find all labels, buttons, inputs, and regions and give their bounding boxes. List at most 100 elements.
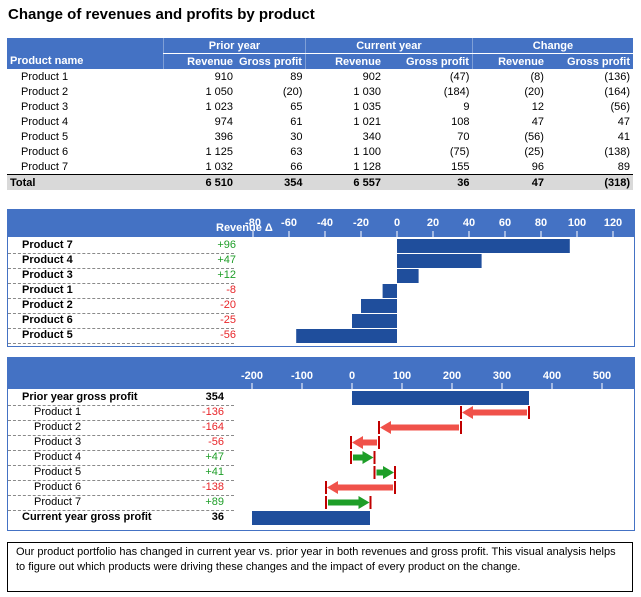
cell-product-name: Product 5 (21, 130, 69, 143)
cell-current-revenue: 1 100 (353, 145, 381, 158)
table-row: Product 3 1 023 65 1 035 9 12 (56) (7, 99, 633, 114)
total-label: Total (7, 174, 164, 190)
revenue-bar (382, 284, 397, 298)
waterfall-arrow (352, 436, 377, 449)
row-separator (8, 268, 234, 269)
table-row: Product 2 1 050 (20) 1 030 (184) (20) (1… (7, 84, 633, 99)
cell-change-gross-profit: 41 (617, 130, 630, 143)
col-header-current-revenue: Revenue (304, 53, 384, 69)
total-current-gross-profit: 36 (383, 174, 473, 190)
value-label: +96 (217, 239, 236, 251)
cell-change-gross-profit: (138) (604, 145, 630, 158)
table-row: Product 1 910 89 902 (47) (8) (136) (7, 69, 633, 84)
row-separator (8, 283, 234, 284)
x-tick-label: 0 (348, 370, 356, 382)
row-separator (8, 405, 234, 406)
cell-prior-gross-profit: 66 (290, 160, 303, 173)
end-total-bar (252, 511, 370, 525)
cell-current-revenue: 902 (362, 70, 381, 83)
col-header-change-gross-profit: Gross profit (546, 53, 633, 69)
cell-product-name: Product 3 (21, 100, 69, 113)
category-label: Product 6 (22, 314, 73, 326)
revenue-bar (361, 299, 397, 313)
cell-current-gross-profit: 9 (463, 100, 470, 113)
cell-prior-gross-profit: 61 (290, 115, 303, 128)
category-label: Product 1 (34, 406, 82, 418)
waterfall-axis-header (8, 358, 634, 389)
cell-prior-revenue: 1 050 (205, 85, 233, 98)
revenue-chart-axis-header (8, 210, 634, 237)
analysis-note: Our product portfolio has changed in cur… (7, 542, 633, 592)
table-row: Product 7 1 032 66 1 128 155 96 89 (7, 159, 633, 175)
value-label: -25 (220, 314, 236, 326)
value-label: +47 (205, 451, 224, 463)
end-label: Current year gross profit (22, 511, 152, 523)
x-tick-label: 40 (462, 217, 476, 229)
category-label: Product 3 (22, 269, 73, 281)
category-label: Product 5 (34, 466, 82, 478)
row-separator (8, 510, 234, 511)
cell-prior-revenue: 974 (214, 115, 233, 128)
cell-product-name: Product 6 (21, 145, 69, 158)
total-change-revenue: 47 (472, 174, 547, 190)
cell-change-gross-profit: (136) (604, 70, 630, 83)
cell-change-revenue: (25) (524, 145, 544, 158)
start-value-label: 354 (205, 391, 224, 403)
category-label: Product 7 (34, 496, 82, 508)
x-tick-label: 20 (426, 217, 440, 229)
x-tick-label: -20 (353, 217, 369, 229)
x-tick-label: 500 (592, 370, 612, 382)
total-prior-gross-profit: 354 (236, 174, 306, 190)
x-tick-label: 300 (492, 370, 512, 382)
value-label: +12 (217, 269, 236, 281)
waterfall-arrow (380, 421, 459, 434)
x-tick-label: -200 (240, 370, 264, 382)
category-label: Product 2 (34, 421, 82, 433)
row-separator (8, 328, 234, 329)
revenue-profit-table: Prior year Current year Change Product n… (7, 38, 633, 190)
gross-profit-waterfall-chart: -200 -100 0 100 200 300 400 500 Prior year gross… (7, 357, 635, 531)
category-label: Product 3 (34, 436, 82, 448)
x-tick-label: 100 (567, 217, 587, 229)
value-label: -138 (201, 481, 224, 493)
value-label: -56 (220, 329, 236, 341)
cell-change-gross-profit: (56) (610, 100, 630, 113)
cell-prior-gross-profit: 30 (290, 130, 303, 143)
row-separator (8, 495, 234, 496)
group-header-current-year: Current year (304, 38, 473, 54)
revenue-bar (352, 314, 397, 328)
cell-change-gross-profit: (164) (604, 85, 630, 98)
value-label: -8 (226, 284, 236, 296)
cell-change-gross-profit: 89 (617, 160, 630, 173)
table-row: Product 6 1 125 63 1 100 (75) (25) (138) (7, 144, 633, 159)
revenue-chart-svg (252, 231, 614, 343)
col-header-current-gross-profit: Gross profit (383, 53, 473, 69)
col-header-prior-revenue: Revenue (163, 53, 236, 69)
cell-product-name: Product 1 (21, 70, 69, 83)
group-header-prior-year: Prior year (163, 38, 306, 54)
cell-prior-revenue: 1 125 (205, 145, 233, 158)
cell-prior-gross-profit: 89 (290, 70, 303, 83)
cell-prior-gross-profit: 65 (290, 100, 303, 113)
x-tick-label: -40 (317, 217, 333, 229)
table-row: Product 5 396 30 340 70 (56) 41 (7, 129, 633, 144)
cell-change-revenue: 47 (531, 115, 544, 128)
row-separator (8, 420, 234, 421)
category-label: Product 1 (22, 284, 73, 296)
cell-change-revenue: (8) (530, 70, 544, 83)
cell-change-revenue: 96 (531, 160, 544, 173)
total-current-revenue: 6 557 (305, 174, 384, 190)
row-separator (8, 313, 234, 314)
waterfall-chart-svg (251, 383, 603, 525)
cell-change-revenue: (20) (524, 85, 544, 98)
total-prior-revenue: 6 510 (163, 174, 236, 190)
table-total-row: Total 6 510 354 6 557 36 47 (318) (7, 174, 633, 190)
start-total-bar (352, 391, 529, 405)
row-separator (8, 343, 234, 344)
waterfall-arrow (376, 466, 394, 479)
cell-current-gross-profit: (75) (449, 145, 470, 158)
revenue-delta-header: Revenue Δ (216, 222, 273, 234)
revenue-bar (397, 269, 419, 283)
cell-current-gross-profit: 155 (451, 160, 470, 173)
x-tick-label: 400 (542, 370, 562, 382)
